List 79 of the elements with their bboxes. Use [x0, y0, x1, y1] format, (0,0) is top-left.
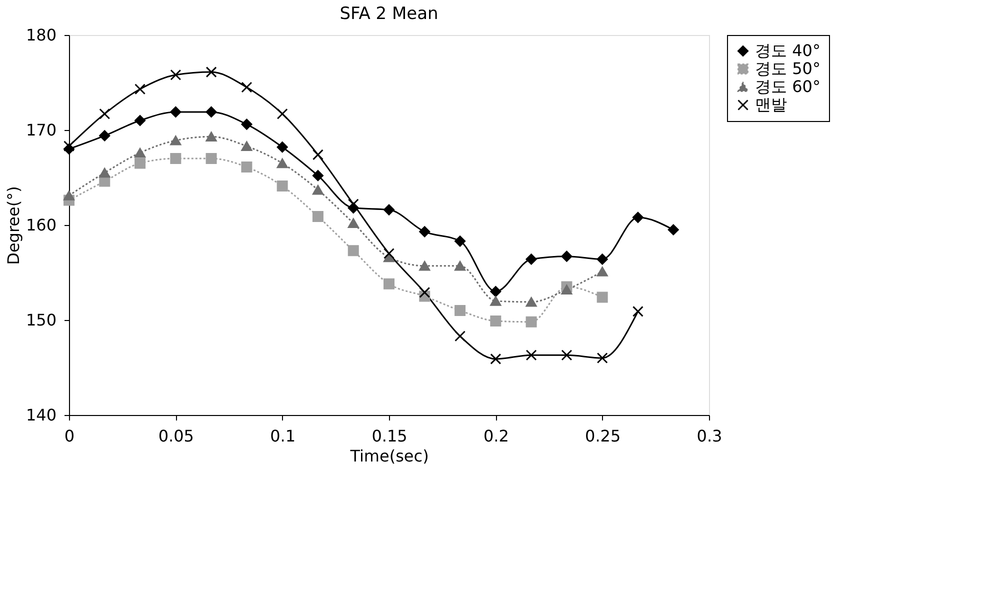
point	[312, 210, 324, 222]
point	[384, 248, 394, 259]
point	[170, 69, 182, 80]
point	[348, 245, 359, 256]
chart-title: SFA 2 Mean	[340, 4, 438, 24]
point	[348, 198, 359, 210]
point	[241, 118, 252, 130]
point	[134, 115, 146, 126]
point	[454, 236, 466, 247]
point	[526, 254, 537, 265]
point	[454, 330, 466, 342]
point	[170, 153, 182, 164]
y-tick-label: 160	[26, 216, 56, 234]
point	[419, 226, 430, 238]
point	[384, 204, 394, 216]
x-tick-label: 0.3	[696, 426, 722, 446]
point	[276, 180, 288, 192]
point	[64, 140, 74, 152]
point	[99, 130, 110, 142]
point	[419, 286, 430, 298]
point	[134, 148, 146, 158]
legend-label: 맨발	[755, 95, 787, 114]
x-axis-title: Time(sec)	[349, 446, 429, 466]
point	[526, 297, 537, 307]
point	[241, 141, 252, 152]
point	[99, 108, 110, 120]
point	[64, 190, 74, 200]
y-tick-label: 170	[26, 120, 56, 140]
point	[596, 292, 608, 303]
y-tick-label: 140	[26, 406, 56, 424]
x-tick-label: 0.25	[585, 426, 621, 446]
point	[170, 106, 182, 118]
point	[596, 254, 608, 265]
point	[561, 284, 572, 294]
point	[206, 132, 217, 142]
point	[276, 158, 288, 168]
point	[561, 350, 572, 361]
point	[632, 212, 644, 223]
point	[490, 315, 502, 326]
point	[276, 108, 288, 120]
point	[206, 66, 217, 78]
point	[596, 266, 608, 276]
point	[632, 306, 644, 317]
point	[134, 158, 146, 169]
point	[490, 286, 502, 297]
point	[668, 224, 679, 236]
y-tick-label: 150	[26, 310, 56, 330]
x-tick-label: 0	[64, 426, 75, 446]
point	[454, 260, 466, 271]
point	[241, 162, 252, 173]
x-tick-label: 0.2	[483, 426, 509, 446]
x-tick-label: 0.15	[372, 426, 408, 446]
point	[419, 260, 430, 271]
point	[490, 353, 502, 364]
legend-label: 경도 60°	[755, 77, 820, 96]
y-tick-label: 180	[26, 26, 56, 44]
point	[312, 170, 324, 182]
point	[526, 316, 537, 328]
point	[454, 305, 466, 316]
legend-label: 경도 40°	[755, 41, 820, 60]
x-tick-label: 0.1	[270, 426, 296, 446]
point	[276, 142, 288, 153]
point	[490, 296, 502, 306]
point	[206, 153, 217, 164]
legend-label: 경도 50°	[755, 59, 820, 78]
point	[384, 278, 394, 290]
point	[312, 149, 324, 160]
point	[561, 250, 572, 262]
point	[596, 352, 608, 364]
point	[526, 350, 537, 361]
y-axis-title: Degree(°)	[4, 186, 23, 265]
point	[170, 136, 182, 146]
point	[99, 168, 110, 178]
x-tick-label: 0.05	[158, 426, 194, 446]
point	[348, 218, 359, 228]
point	[241, 82, 252, 93]
point	[134, 84, 146, 95]
point	[206, 106, 217, 118]
point	[312, 184, 324, 195]
